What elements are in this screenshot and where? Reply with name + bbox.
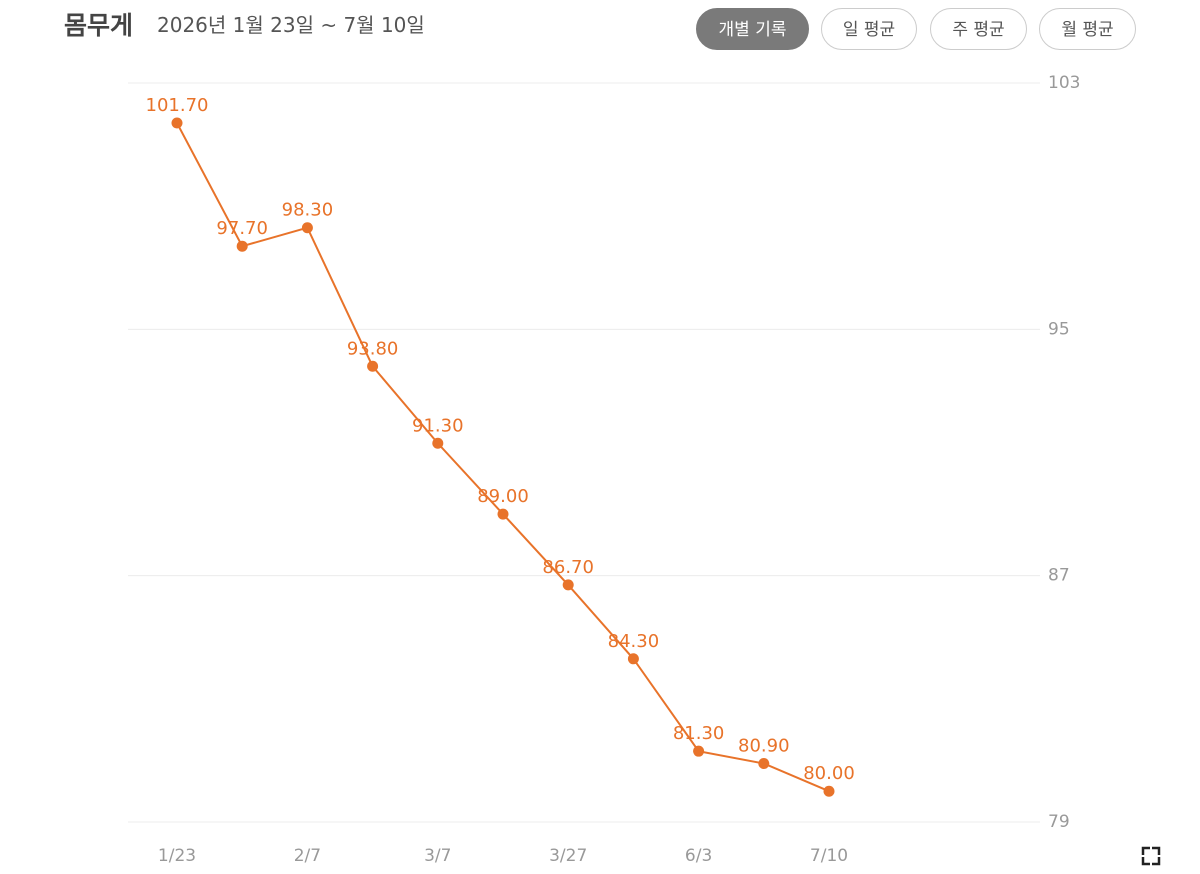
value-label: 86.70 bbox=[542, 557, 594, 578]
value-label: 89.00 bbox=[477, 486, 529, 507]
x-tick-label: 3/27 bbox=[549, 846, 587, 866]
y-tick-label: 87 bbox=[1048, 566, 1070, 586]
value-label: 98.30 bbox=[282, 200, 334, 221]
point bbox=[823, 785, 835, 797]
y-tick-label: 79 bbox=[1048, 812, 1070, 832]
point bbox=[627, 653, 639, 665]
value-label: 84.30 bbox=[608, 631, 660, 652]
x-tick-label: 7/10 bbox=[810, 846, 848, 866]
point bbox=[236, 240, 248, 252]
x-tick-label: 6/3 bbox=[685, 846, 712, 866]
point bbox=[367, 360, 379, 372]
fullscreen-icon[interactable] bbox=[1141, 846, 1161, 866]
tab-button[interactable]: 월 평균 bbox=[1039, 8, 1136, 50]
tab-button[interactable]: 개별 기록 bbox=[696, 8, 809, 50]
point bbox=[171, 117, 183, 129]
point bbox=[693, 745, 705, 757]
subtitle: 2026년 1월 23일 ~ 7월 10일 bbox=[157, 13, 425, 37]
point bbox=[497, 508, 509, 520]
x-tick-label: 3/7 bbox=[424, 846, 451, 866]
y-tick-label: 95 bbox=[1048, 319, 1070, 339]
value-label: 101.70 bbox=[146, 95, 209, 116]
line bbox=[176, 122, 830, 793]
title: 몸무게 bbox=[64, 11, 134, 40]
point bbox=[432, 437, 444, 449]
x-tick-label: 1/23 bbox=[158, 846, 196, 866]
point bbox=[758, 757, 770, 769]
x-tick-label: 2/7 bbox=[294, 846, 321, 866]
value-label: 80.00 bbox=[803, 763, 855, 784]
y-tick-label: 103 bbox=[1048, 73, 1080, 93]
value-label: 81.30 bbox=[673, 723, 725, 744]
value-label: 91.30 bbox=[412, 415, 464, 436]
tab-button[interactable]: 주 평균 bbox=[930, 8, 1027, 50]
value-label: 80.90 bbox=[738, 735, 790, 756]
point bbox=[301, 222, 313, 234]
value-label: 93.80 bbox=[347, 338, 399, 359]
point bbox=[562, 579, 574, 591]
value-label: 97.70 bbox=[216, 218, 268, 239]
tab-button[interactable]: 일 평균 bbox=[821, 8, 917, 50]
